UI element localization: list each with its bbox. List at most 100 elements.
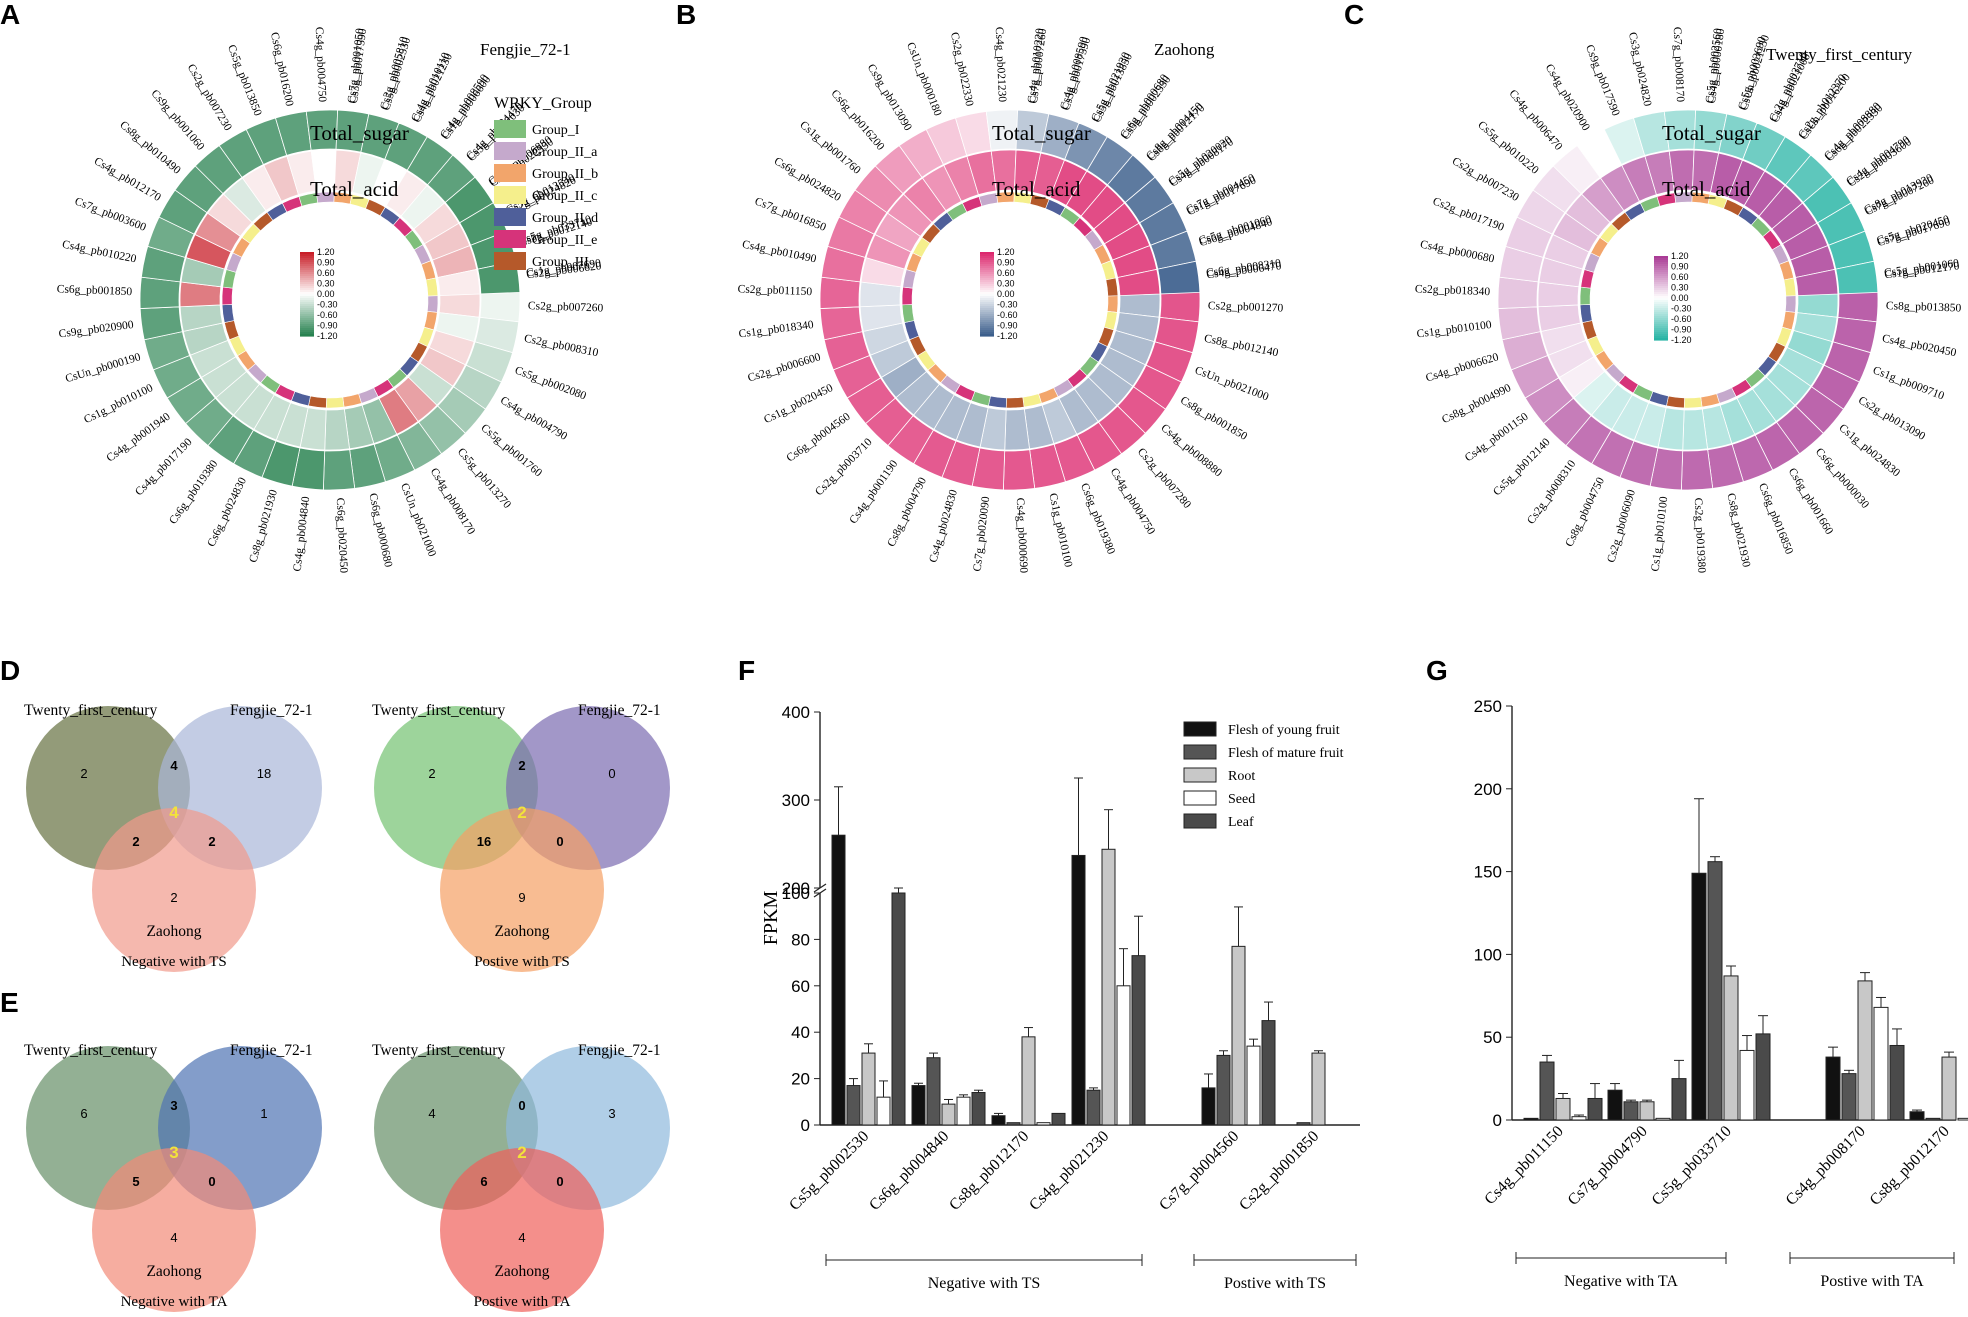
colorbar-step xyxy=(300,302,314,305)
gene-label: Cs6g_pb004560 xyxy=(785,411,853,465)
gene-label: Cs8g_pb010490 xyxy=(117,119,183,177)
colorbar-step xyxy=(1654,278,1668,281)
category-label: Cs8g_pb012170 xyxy=(946,1128,1032,1214)
gene-label: Cs1g_pb009710 xyxy=(1871,365,1946,403)
sugar-cell xyxy=(1680,449,1714,491)
gene-label: Cs7g_pb016850 xyxy=(753,195,828,233)
venn-count: 3 xyxy=(170,1098,177,1113)
colorbar-step xyxy=(980,312,994,315)
colorbar-step xyxy=(1654,332,1668,335)
gene-label: Cs6g_pb016200 xyxy=(829,88,887,153)
venn-caption: Negative with TS xyxy=(121,954,227,970)
colorbar-step xyxy=(1654,264,1668,267)
colorbar-step xyxy=(300,290,314,293)
colorbar-step xyxy=(980,296,994,299)
colorbar-step xyxy=(300,294,314,297)
row-label-sugar-b: Total_sugar xyxy=(992,121,1091,145)
colorbar-step xyxy=(980,290,994,293)
group-segment xyxy=(1785,294,1797,313)
group-segment xyxy=(1579,286,1592,306)
colorbar-step xyxy=(980,278,994,281)
group-segment xyxy=(901,304,915,323)
y-tick-label: 20 xyxy=(791,1070,810,1089)
colorbar-tick: 0.90 xyxy=(1671,262,1689,272)
group-segment xyxy=(342,393,362,408)
colorbar-step xyxy=(980,306,994,309)
colorbar-step xyxy=(1654,334,1668,337)
venn-count: 4 xyxy=(428,1106,435,1121)
colorbar-step xyxy=(980,256,994,259)
bar xyxy=(1607,1089,1623,1121)
row-label-sugar-c: Total_sugar xyxy=(1662,121,1761,145)
gene-label: Cs2g_pb006600 xyxy=(746,351,822,384)
bar xyxy=(1723,975,1739,1121)
panel-letter-f: F xyxy=(738,655,755,686)
colorbar-step xyxy=(980,322,994,325)
group-segment xyxy=(221,286,234,306)
colorbar-tick: 0.60 xyxy=(1671,272,1689,282)
colorbar-step xyxy=(1654,304,1668,307)
category-label: Cs2g_pb001850 xyxy=(1236,1128,1322,1214)
bar xyxy=(991,1115,1006,1126)
colorbar-step xyxy=(300,280,314,283)
colorbar-step xyxy=(1654,276,1668,279)
bar xyxy=(831,834,846,1126)
bar xyxy=(1216,1054,1231,1126)
gene-label: Cs4g_pb000690 xyxy=(1014,497,1030,573)
bar xyxy=(1707,861,1723,1121)
group-segment xyxy=(427,294,439,313)
legend-label: Seed xyxy=(1228,792,1255,807)
gene-label: Cs2g_pb008310 xyxy=(1525,458,1578,527)
bar xyxy=(1755,1033,1771,1121)
bar xyxy=(1555,1097,1571,1121)
venn-count: 3 xyxy=(608,1106,615,1121)
legend-label: Group_II_b xyxy=(532,167,598,182)
category-label: Cs7g_pb004560 xyxy=(1156,1128,1242,1214)
venn-count: 0 xyxy=(518,1098,525,1113)
row-label-acid-a: Total_acid xyxy=(310,177,399,201)
colorbar-step xyxy=(300,254,314,257)
colorbar-step xyxy=(980,334,994,337)
gene-label: Cs4g_pb008880 xyxy=(1158,422,1224,480)
colorbar-step xyxy=(300,266,314,269)
colorbar-tick: 0.30 xyxy=(1671,283,1689,293)
colorbar-step xyxy=(1654,286,1668,289)
bar xyxy=(1311,1052,1326,1126)
colorbar-step xyxy=(1654,290,1668,293)
legend-label: Flesh of mature fruit xyxy=(1228,746,1344,761)
colorbar-step xyxy=(980,316,994,319)
legend-label: Group_I xyxy=(532,123,580,138)
group-segment xyxy=(988,395,1007,409)
colorbar-tick: 0.00 xyxy=(317,289,335,299)
gene-label: Cs2g_pb003710 xyxy=(813,436,875,498)
gene-label: Cs2g_pb007260 xyxy=(528,300,604,314)
sugar-cell xyxy=(1159,290,1201,323)
row-label-acid-b: Total_acid xyxy=(992,177,1081,201)
venn-set-label: Zaohong xyxy=(494,923,549,940)
colorbar-step xyxy=(1654,300,1668,303)
y-tick-label: 80 xyxy=(791,930,810,949)
colorbar-fengjie: 1.200.900.600.300.00-0.30-0.60-0.90-1.20 xyxy=(300,247,338,341)
bar xyxy=(941,1103,956,1126)
gene-label: Cs1g_pb024830 xyxy=(1836,422,1902,480)
legend-title: WRKY_Group xyxy=(494,95,592,112)
panel-letter-g: G xyxy=(1426,655,1448,686)
colorbar-tick: 0.00 xyxy=(997,289,1015,299)
venn-circle-zaohong xyxy=(440,808,604,972)
colorbar-step xyxy=(300,276,314,279)
colorbar-step xyxy=(980,270,994,273)
legend-swatch xyxy=(494,142,526,160)
colorbar-step xyxy=(300,312,314,315)
bar xyxy=(1523,1117,1539,1121)
colorbar-step xyxy=(300,292,314,295)
colorbar-tick: 0.30 xyxy=(997,279,1015,289)
gene-label: Cs4g_pb020450 xyxy=(1881,333,1958,360)
gene-label: Cs9g_pb017590 xyxy=(1583,43,1622,118)
acid-cell xyxy=(1795,268,1839,297)
y-tick-label: 400 xyxy=(782,703,810,722)
colorbar-tick: 1.20 xyxy=(317,247,335,257)
gene-label: Cs6g_pb016850 xyxy=(1756,482,1795,557)
category-label: Cs5g_pb033710 xyxy=(1649,1123,1735,1209)
bar xyxy=(1909,1111,1925,1121)
legend-swatch xyxy=(1183,744,1217,760)
